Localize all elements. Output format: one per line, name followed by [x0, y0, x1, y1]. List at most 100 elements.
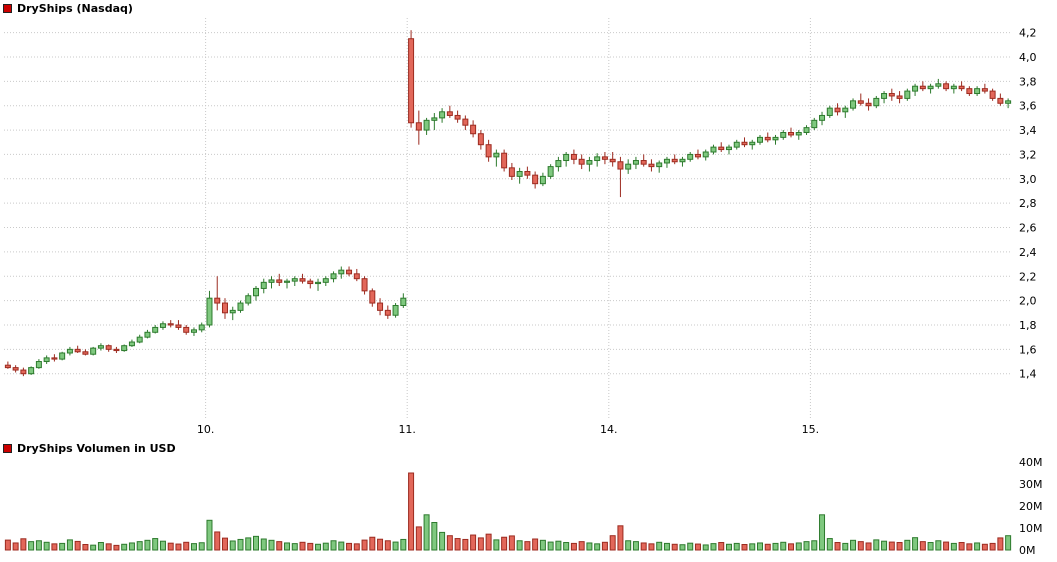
volume-bar — [819, 514, 826, 551]
candle — [144, 331, 151, 338]
volume-bar — [718, 542, 725, 551]
candle — [632, 160, 639, 165]
candle — [346, 269, 353, 275]
candle — [919, 85, 926, 90]
volume-bar — [896, 542, 903, 551]
volume-bar — [477, 537, 484, 551]
volume-bar — [322, 542, 329, 551]
candle — [958, 85, 965, 90]
candle — [865, 102, 872, 107]
volume-bar — [981, 543, 988, 551]
candle — [795, 132, 802, 136]
volume-bar — [377, 538, 384, 551]
volume-bar — [159, 540, 166, 551]
volume-bar — [59, 542, 66, 551]
candle — [431, 117, 438, 121]
volume-bar — [741, 544, 748, 551]
volume-bar — [276, 541, 283, 551]
price-axis-label: 3,2 — [1019, 148, 1037, 161]
volume-bar — [121, 543, 128, 551]
candle — [299, 278, 306, 282]
candle — [679, 158, 686, 163]
candle — [66, 348, 73, 354]
candle — [950, 85, 957, 90]
candle — [741, 141, 748, 146]
volume-bar — [656, 541, 663, 551]
candle — [935, 83, 942, 87]
volume-bar — [663, 542, 670, 551]
volume-bar — [423, 514, 430, 551]
candle — [470, 124, 477, 135]
volume-bar — [74, 540, 81, 551]
volume-bar — [175, 543, 182, 551]
candle — [159, 323, 166, 328]
candle — [291, 278, 298, 282]
candle — [485, 144, 492, 158]
x-axis-label: 11. — [398, 423, 416, 436]
candle — [338, 269, 345, 275]
candle — [423, 119, 430, 131]
volume-bar — [943, 541, 950, 551]
candle — [563, 153, 570, 162]
candle — [555, 160, 562, 168]
candle — [152, 326, 159, 333]
volume-bar — [989, 542, 996, 551]
candle — [82, 351, 89, 355]
volume-bar — [229, 540, 236, 551]
volume-axis-label: 10M — [1019, 522, 1043, 535]
candle — [4, 364, 11, 369]
candle — [749, 141, 756, 146]
candle — [943, 83, 950, 90]
candle — [586, 160, 593, 165]
price-axis-label: 1,6 — [1019, 343, 1037, 356]
volume-bar — [307, 542, 314, 551]
volume-axis-label: 30M — [1019, 478, 1043, 491]
candle — [167, 323, 174, 326]
volume-bar — [772, 542, 779, 551]
volume-bar — [679, 544, 686, 551]
candle — [997, 97, 1004, 104]
candle — [260, 281, 267, 289]
volume-bar — [51, 543, 58, 551]
volume-axis-label: 0M — [1019, 544, 1036, 557]
volume-bar — [1005, 535, 1012, 551]
x-axis-label: 14. — [600, 423, 618, 436]
candle — [826, 107, 833, 116]
volume-bar — [850, 539, 857, 551]
volume-chart-title: DryShips Volumen in USD — [17, 442, 176, 455]
volume-bar — [780, 541, 787, 551]
volume-bar — [547, 541, 554, 551]
candle — [687, 153, 694, 160]
price-chart: 4,2 4,0 3,8 3,6 3,4 3,2 3,0 2,8 2,6 2,4 2,2 2,0 1,8 1… — [4, 18, 1037, 436]
volume-bar — [795, 542, 802, 551]
candle — [330, 273, 337, 280]
volume-bar — [198, 542, 205, 551]
candle — [229, 309, 236, 314]
volume-bar — [532, 538, 539, 551]
candle — [524, 170, 531, 176]
candle — [105, 345, 112, 350]
volume-bar — [113, 544, 120, 551]
x-axis-label: 10. — [197, 423, 215, 436]
candle — [710, 146, 717, 153]
candle — [981, 88, 988, 92]
candle — [377, 302, 384, 311]
price-axis-label: 3,0 — [1019, 173, 1037, 186]
candle — [477, 133, 484, 146]
volume-bar — [578, 541, 585, 551]
candle — [253, 287, 259, 297]
volume-bar — [601, 541, 608, 551]
volume-bar — [935, 540, 942, 551]
volume-bar — [90, 544, 97, 551]
price-chart-legend: DryShips (Nasdaq) — [3, 2, 133, 15]
candle — [121, 345, 128, 352]
volume-bar — [260, 538, 267, 551]
volume-bar — [563, 542, 570, 551]
candle — [547, 166, 554, 177]
price-axis-label: 1,4 — [1019, 368, 1037, 381]
candle — [663, 158, 670, 164]
candle — [857, 100, 864, 104]
volume-bar — [400, 538, 407, 551]
candle — [74, 348, 81, 353]
volume-bar — [803, 541, 810, 551]
